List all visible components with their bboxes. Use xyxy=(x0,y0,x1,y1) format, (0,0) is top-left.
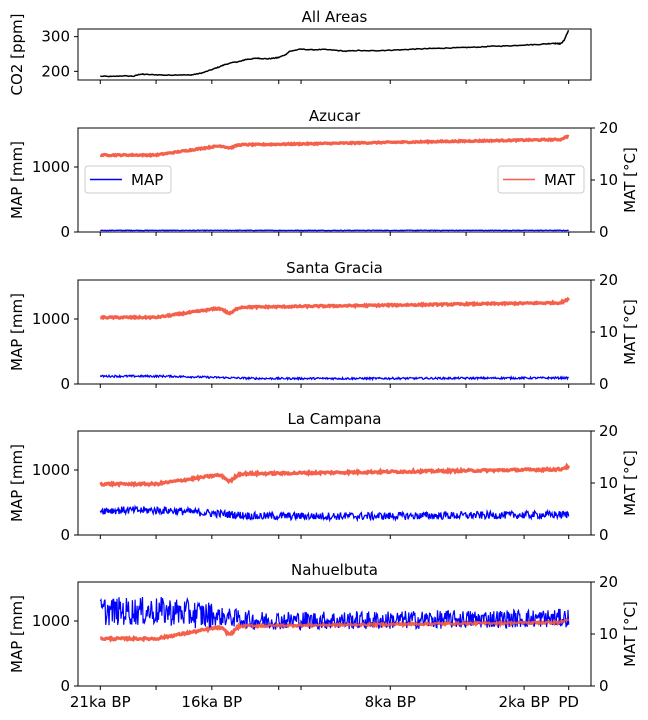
mat-line xyxy=(100,296,570,321)
y-axis-label: MAP [mm] xyxy=(8,444,26,522)
y2-tick-label: 0 xyxy=(599,375,609,393)
y2-tick-label: 10 xyxy=(599,625,618,643)
x-tick-label: 8ka BP xyxy=(365,693,416,711)
y2-axis-label: MAT [°C] xyxy=(621,601,639,667)
y2-tick-label: 20 xyxy=(599,271,618,289)
plot-frame xyxy=(77,28,592,81)
map-line xyxy=(99,596,570,631)
y-axis-label: MAP [mm] xyxy=(8,293,26,371)
y-axis-label: MAP [mm] xyxy=(8,595,26,673)
y2-tick-label: 10 xyxy=(599,323,618,341)
y-tick-label: 200 xyxy=(41,62,70,80)
panel-all-areas: All Areas 200 300 CO2 [ppm] xyxy=(8,8,592,96)
y2-axis-label: MAT [°C] xyxy=(621,299,639,365)
panel-title: La Campana xyxy=(287,410,381,428)
mat-line-overlay xyxy=(100,618,569,642)
y-tick-label: 0 xyxy=(60,375,70,393)
plot-frame xyxy=(77,430,592,536)
mat-line xyxy=(99,462,571,488)
co2-line xyxy=(100,29,570,78)
y2-tick-label: 10 xyxy=(599,171,618,189)
y2-tick-label: 20 xyxy=(599,573,618,591)
x-tick-label: PD xyxy=(558,693,579,711)
plot-frame xyxy=(77,581,592,687)
y2-tick-label: 10 xyxy=(599,474,618,492)
x-tick-label: 2ka BP xyxy=(498,693,549,711)
y-tick-label: 0 xyxy=(60,223,70,241)
y-tick-label: 1000 xyxy=(32,310,70,328)
x-tick-label: 16ka BP xyxy=(181,693,242,711)
panel-title: Nahuelbuta xyxy=(291,561,378,579)
y2-axis-label: MAT [°C] xyxy=(621,450,639,516)
mat-line xyxy=(99,134,570,159)
y-tick-label: 0 xyxy=(60,677,70,695)
legend-map-label: MAP xyxy=(131,171,163,189)
y2-tick-label: 0 xyxy=(599,223,609,241)
legend-map-box xyxy=(84,165,172,194)
y-tick-label: 1000 xyxy=(32,612,70,630)
y2-axis-label: MAT [°C] xyxy=(621,147,639,213)
plot-frame xyxy=(77,127,592,233)
legend-mat-label: MAT xyxy=(544,171,576,189)
legend-mat-box xyxy=(497,165,585,194)
panel-title: All Areas xyxy=(302,8,368,26)
y-tick-label: 1000 xyxy=(32,461,70,479)
y-axis-label: MAP [mm] xyxy=(8,141,26,219)
y2-tick-label: 20 xyxy=(599,422,618,440)
map-line xyxy=(99,229,569,232)
y-tick-label: 300 xyxy=(41,28,70,46)
panel-title: Azucar xyxy=(309,107,361,125)
plot-frame xyxy=(77,279,592,385)
y-tick-label: 0 xyxy=(60,526,70,544)
panel-title: Santa Gracia xyxy=(286,259,383,277)
map-line xyxy=(99,504,570,523)
y2-tick-label: 0 xyxy=(599,677,609,695)
y2-tick-label: 0 xyxy=(599,526,609,544)
map-line xyxy=(99,373,569,382)
y-tick-label: 1000 xyxy=(32,158,70,176)
y-axis-label: CO2 [ppm] xyxy=(8,14,26,96)
y2-tick-label: 20 xyxy=(599,119,618,137)
x-tick-label: 21ka BP xyxy=(70,693,131,711)
